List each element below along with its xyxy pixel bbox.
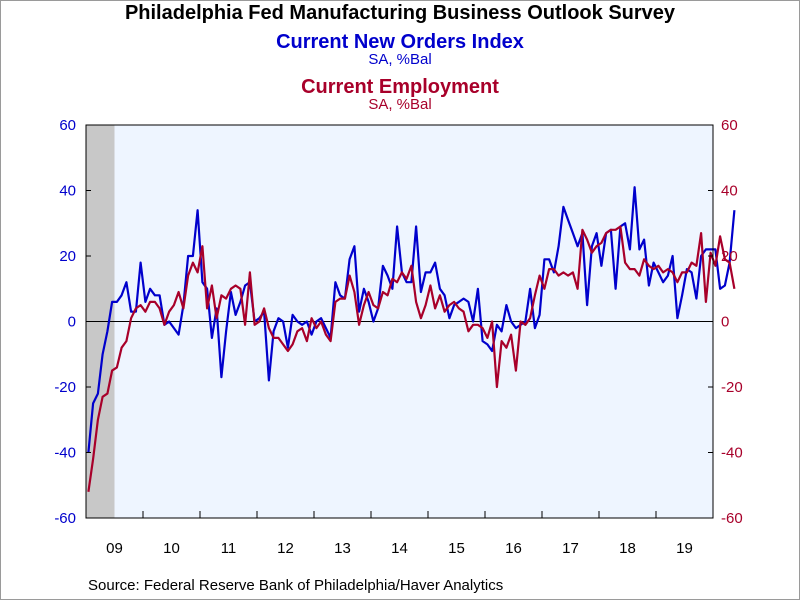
right-tick-label: 20	[721, 248, 738, 265]
series-line-1	[87, 186, 736, 453]
left-tick-label: 0	[68, 314, 76, 331]
chart-title: Philadelphia Fed Manufacturing Business …	[124, 2, 676, 24]
x-tick-label: 18	[619, 540, 636, 557]
x-tick-label: 16	[505, 540, 522, 557]
series1-title: Current New Orders Index	[276, 31, 524, 53]
series1-unit: SA, %Bal	[368, 51, 432, 68]
x-tick-label: 15	[448, 540, 465, 557]
left-tick-label: 40	[59, 183, 76, 200]
x-tick-label: 10	[163, 540, 180, 557]
x-tick-label: 12	[277, 540, 294, 557]
left-tick-label: -20	[54, 379, 76, 396]
series2-unit: SA, %Bal	[368, 96, 432, 113]
series-line-2	[87, 225, 736, 492]
left-tick-label: 20	[59, 248, 76, 265]
right-tick-label: -40	[721, 445, 743, 462]
right-tick-label: 40	[721, 183, 738, 200]
x-tick-label: 13	[334, 540, 351, 557]
x-tick-label: 14	[391, 540, 408, 557]
x-tick-label: 19	[676, 540, 693, 557]
left-tick-label: -60	[54, 510, 76, 527]
left-tick-label: -40	[54, 445, 76, 462]
series2-title: Current Employment	[301, 76, 499, 98]
left-tick-label: 60	[59, 117, 76, 134]
right-tick-label: 60	[721, 117, 738, 134]
right-tick-label: 0	[721, 314, 729, 331]
x-tick-label: 17	[562, 540, 579, 557]
right-tick-label: -20	[721, 379, 743, 396]
x-tick-label: 09	[106, 540, 123, 557]
source-note: Source: Federal Reserve Bank of Philadel…	[88, 577, 504, 594]
right-tick-label: -60	[721, 510, 743, 527]
x-tick-label: 11	[221, 540, 237, 557]
